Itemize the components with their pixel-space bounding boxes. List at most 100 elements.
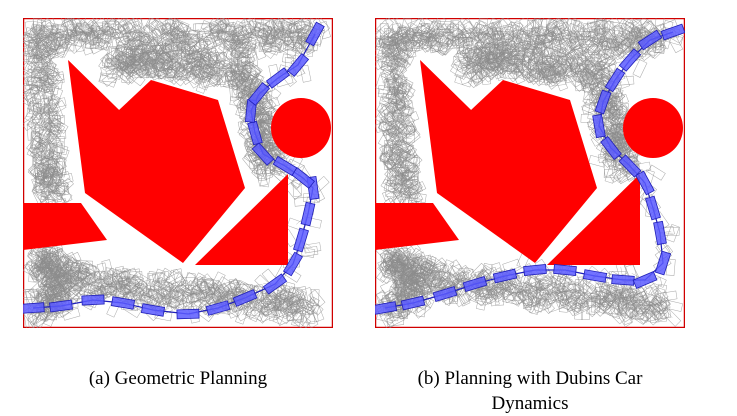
tree-node [400,111,420,126]
tree-edge [507,282,520,291]
tree-node [447,20,466,39]
tree-node [391,103,411,118]
tree-node [485,63,505,80]
tree-node [279,288,299,303]
tree-node [27,53,44,73]
tree-node [68,36,87,54]
tree-edge [390,46,399,52]
tree-node [48,169,62,188]
tree-edge [250,300,260,307]
tree-edge [180,30,195,36]
tree-node [387,51,407,68]
tree-node [615,41,634,54]
tree-node [282,40,301,52]
tree-node [260,169,272,188]
tree-node [31,131,40,148]
tree-node [125,44,144,60]
tree-edge [568,71,576,79]
tree-node [32,156,50,167]
tree-node [508,21,521,40]
tree-edge [39,46,50,60]
tree-node [155,285,172,305]
tree-node [227,279,239,297]
tree-node [141,288,159,308]
tree-node [255,113,273,124]
tree-node [210,271,226,291]
tree-edge [541,35,553,38]
tree-node [532,299,552,314]
tree-node [286,297,305,314]
tree-node [23,71,43,86]
tree-node [598,60,617,74]
tree-node [390,118,409,136]
tree-node [239,70,255,90]
tree-node [150,20,168,39]
tree-node [217,282,236,301]
tree-node [447,24,465,43]
tree-node [261,41,280,56]
tree-node [603,159,614,177]
tree-node [558,21,572,40]
tree-edge [390,61,393,63]
tree-node [499,69,518,80]
tree-node [579,74,593,93]
tree-node [564,18,578,35]
tree-edge [38,40,51,50]
tree-node [652,297,671,314]
robot-pose [176,308,200,320]
tree-node [52,139,64,158]
tree-edge [248,83,252,95]
tree-node [404,182,420,201]
tree-node [562,290,580,301]
tree-node [182,63,201,76]
tree-node [126,39,138,57]
tree-node [390,65,407,85]
tree-edge [443,27,446,34]
tree-edge [36,29,39,38]
tree-node [569,19,580,37]
tree-edge [272,166,279,175]
tree-edge [632,303,639,317]
tree-node [533,46,543,64]
tree-node [118,277,136,287]
tree-node [384,257,403,270]
tree-edge [40,191,53,195]
tree-node [566,29,581,49]
tree-node [644,303,657,322]
tree-edge [196,292,207,302]
tree-node [375,41,391,59]
tree-node [575,23,594,41]
tree-edge [578,290,589,298]
tree-node [394,160,410,180]
tree-edge [105,32,111,37]
tree-edge [108,32,117,36]
tree-node [131,18,145,34]
tree-edge [513,281,517,290]
tree-node [169,295,188,310]
tree-node [403,156,421,167]
tree-node [552,290,567,310]
tree-node [47,119,62,138]
tree-edge [445,25,454,34]
tree-node [229,64,240,82]
tree-node [542,56,559,65]
tree-node [287,287,307,304]
tree-node [41,36,57,56]
tree-node [381,102,395,121]
tree-node [568,38,587,52]
tree-node [62,307,81,321]
robot-pose [23,302,45,314]
tree-node [536,40,550,59]
tree-edge [197,53,202,68]
tree-node [230,40,250,58]
tree-node [75,22,94,34]
tree-node [468,291,487,306]
tree-edge [387,94,395,102]
tree-node [101,259,114,278]
tree-edge [46,132,55,141]
tree-node [51,145,70,159]
tree-node [52,185,70,195]
tree-node [506,52,519,71]
tree-node [153,46,168,66]
tree-node [62,19,79,39]
